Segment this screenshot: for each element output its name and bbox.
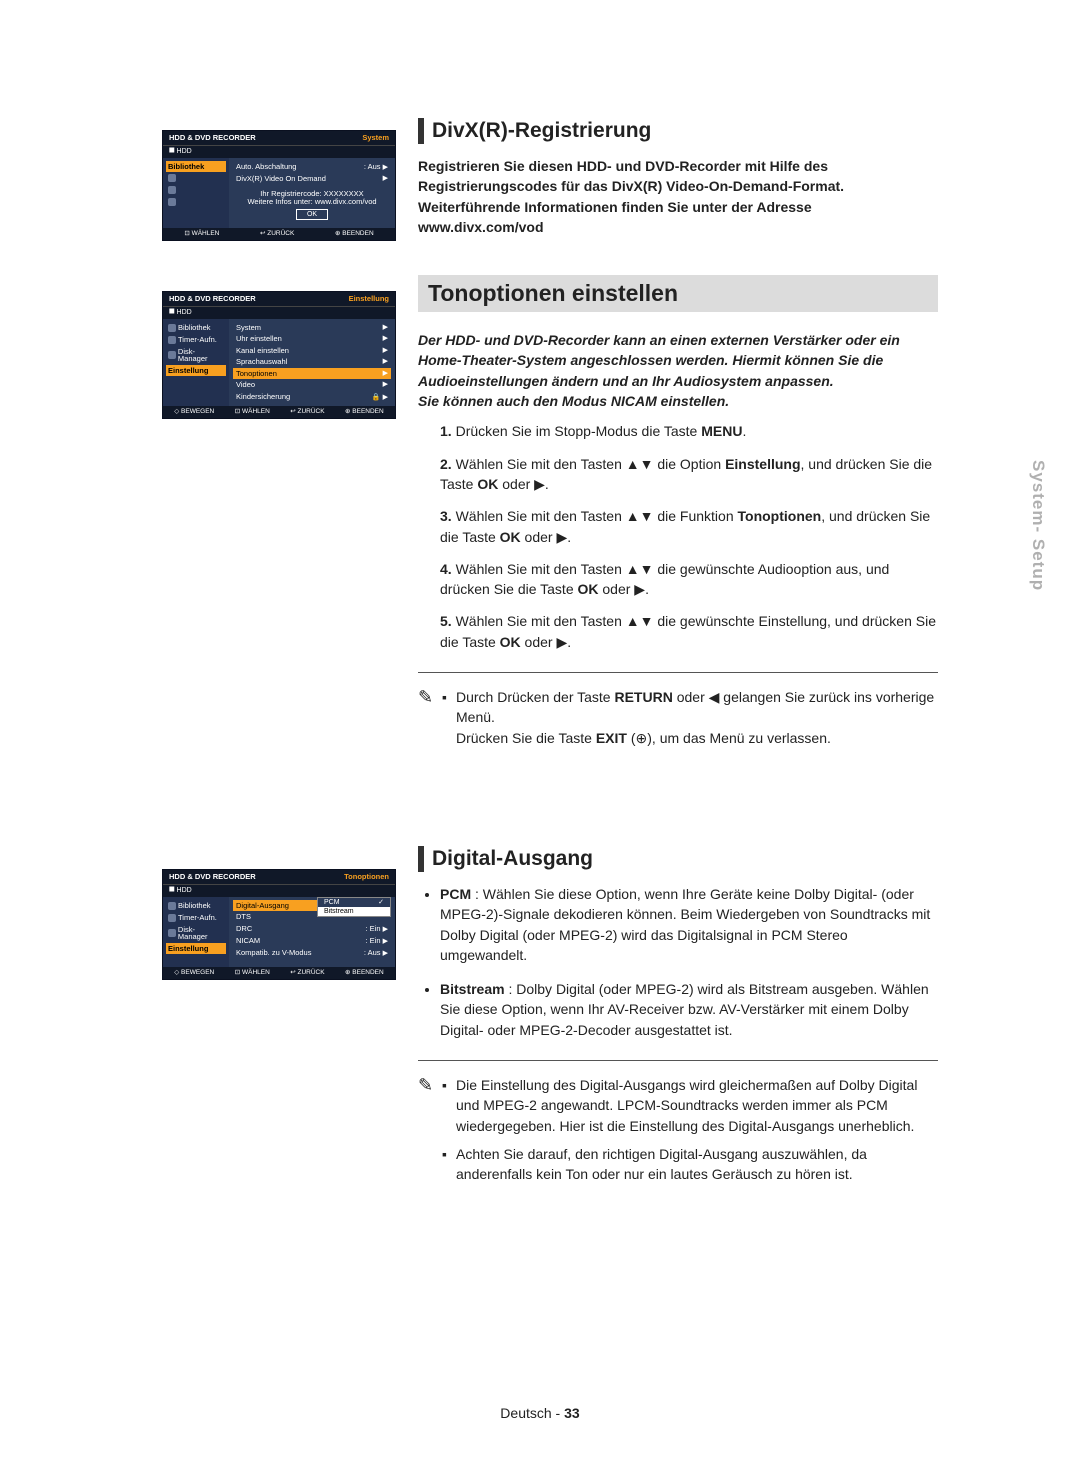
step-5: 5. Wählen Sie mit den Tasten ▲▼ die gewü… bbox=[440, 611, 938, 652]
step-2: 2. Wählen Sie mit den Tasten ▲▼ die Opti… bbox=[440, 454, 938, 495]
osd-einstellung: HDD & DVD RECORDER Einstellung ⯀ HDD Bib… bbox=[162, 291, 396, 419]
section2-intro: Der HDD- und DVD-Recorder kann an einen … bbox=[418, 330, 938, 411]
bullet-pcm: PCM : Wählen Sie diese Option, wenn Ihre… bbox=[440, 884, 938, 965]
osd-main: Auto. Abschaltung: Aus ▶ DivX(R) Video O… bbox=[229, 158, 395, 228]
side-tab: System- Setup bbox=[1028, 460, 1048, 591]
bullet-list: PCM : Wählen Sie diese Option, wenn Ihre… bbox=[418, 884, 938, 1040]
note-box-2: ✎ ▪Die Einstellung des Digital-Ausgangs … bbox=[418, 1060, 938, 1192]
section1-p1: Registrieren Sie diesen HDD- und DVD-Rec… bbox=[418, 156, 938, 237]
note-box-1: ✎ ▪Durch Drücken der Taste RETURN oder ◀… bbox=[418, 672, 938, 756]
steps-list: 1. Drücken Sie im Stopp-Modus die Taste … bbox=[418, 421, 938, 652]
osd-tonoptionen: HDD & DVD RECORDER Tonoptionen ⯀ HDD Bib… bbox=[162, 869, 396, 980]
osd-footer: ⊡ WÄHLEN ↩ ZURÜCK ⊕ BEENDEN bbox=[163, 228, 395, 241]
page-footer: Deutsch - 33 bbox=[0, 1405, 1080, 1421]
page: HDD & DVD RECORDER System ⯀ HDD Biblioth… bbox=[0, 0, 1080, 1481]
osd-sidebar: Bibliothek bbox=[163, 158, 229, 228]
section-bar-icon bbox=[418, 118, 424, 144]
note-text: Durch Drücken der Taste RETURN oder ◀ ge… bbox=[456, 687, 938, 748]
osd-sub: ⯀ HDD bbox=[163, 145, 395, 158]
section-title: DivX(R)-Registrierung bbox=[432, 119, 651, 143]
note-icon: ✎ bbox=[418, 687, 442, 756]
step-1: 1. Drücken Sie im Stopp-Modus die Taste … bbox=[440, 421, 938, 441]
osd-mode: System bbox=[362, 134, 389, 142]
step-3: 3. Wählen Sie mit den Tasten ▲▼ die Funk… bbox=[440, 506, 938, 547]
osd-divx: HDD & DVD RECORDER System ⯀ HDD Biblioth… bbox=[162, 130, 396, 241]
section-header-digital: Digital-Ausgang bbox=[418, 846, 938, 872]
section2-header: Tonoptionen einstellen bbox=[418, 275, 938, 312]
osd-title: HDD & DVD RECORDER bbox=[169, 134, 256, 142]
section-header-divx: DivX(R)-Registrierung bbox=[418, 118, 938, 144]
left-column: HDD & DVD RECORDER System ⯀ HDD Biblioth… bbox=[162, 130, 394, 1030]
osd-ok: OK bbox=[296, 209, 328, 220]
bullet-bitstream: Bitstream : Dolby Digital (oder MPEG-2) … bbox=[440, 979, 938, 1040]
right-column: DivX(R)-Registrierung Registrieren Sie d… bbox=[418, 118, 938, 1193]
step-4: 4. Wählen Sie mit den Tasten ▲▼ die gewü… bbox=[440, 559, 938, 600]
